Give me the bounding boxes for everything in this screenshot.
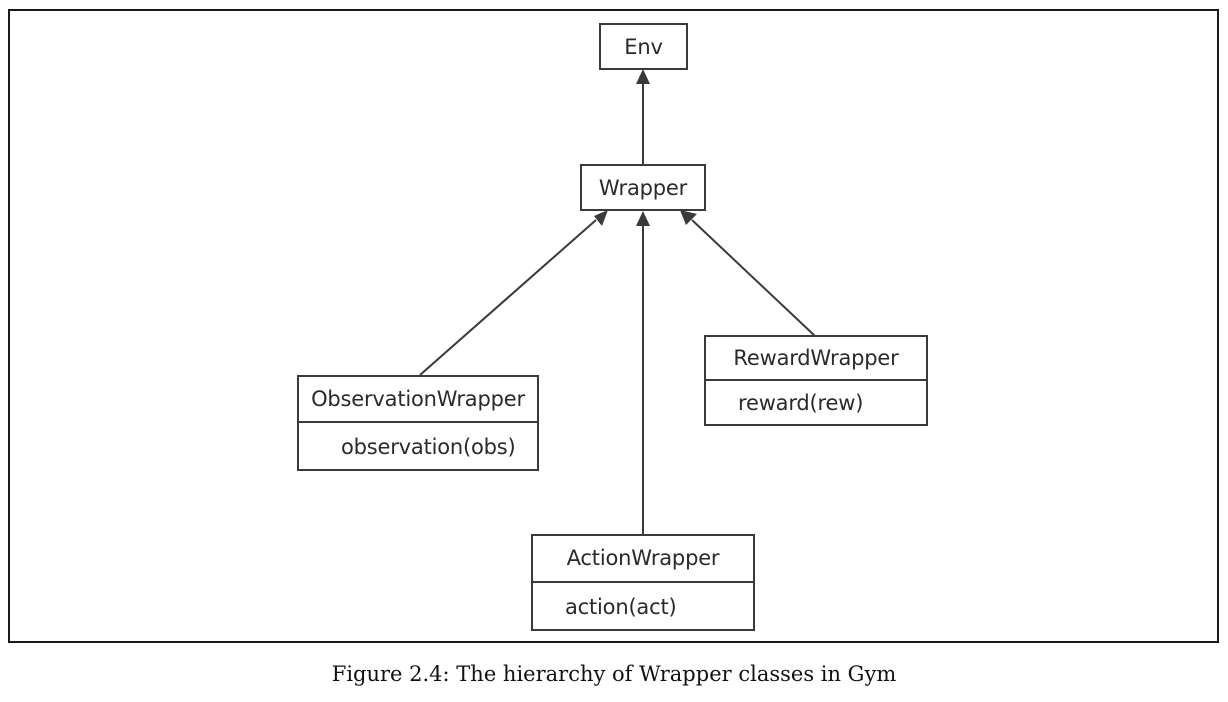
reward-wrapper-class-box: RewardWrapper reward(rew): [704, 335, 928, 426]
env-class-name: Env: [624, 34, 663, 59]
observation-wrapper-method: observation(obs): [341, 435, 516, 460]
figure-caption: Figure 2.4: The hierarchy of Wrapper cla…: [331, 662, 897, 686]
action-wrapper-class-box: ActionWrapper action(act): [531, 534, 755, 631]
env-class-box: Env: [599, 23, 688, 70]
reward-wrapper-class-name: RewardWrapper: [706, 337, 926, 381]
action-wrapper-class-name: ActionWrapper: [533, 536, 753, 583]
wrapper-class-box: Wrapper: [580, 164, 706, 211]
action-wrapper-method: action(act): [565, 594, 677, 619]
reward-wrapper-method: reward(rew): [738, 391, 864, 416]
wrapper-class-name: Wrapper: [598, 175, 688, 200]
observation-wrapper-class-name: ObservationWrapper: [299, 377, 537, 424]
observation-wrapper-class-box: ObservationWrapper observation(obs): [297, 375, 539, 471]
